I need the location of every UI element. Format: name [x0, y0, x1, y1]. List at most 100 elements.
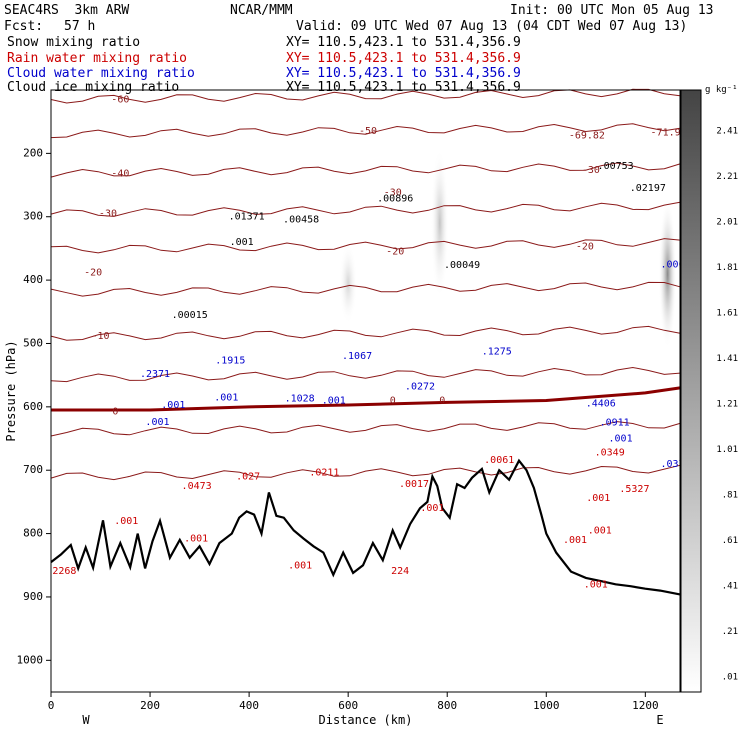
isotherm-line: [50, 464, 681, 481]
field-rain-xy: XY= 110.5,423.1 to 531.4,356.9: [286, 51, 521, 66]
colorbar-label: .41: [722, 582, 738, 592]
colorbar-label: .81: [722, 491, 738, 501]
field-snow-xy: XY= 110.5,423.1 to 531.4,356.9: [286, 35, 521, 50]
isotherm-label: -30: [582, 165, 600, 176]
axes: 0 200 400 600 800 1000 1200 200 300 400 500 600 700 8…: [4, 146, 664, 727]
isotherm-label: 0: [112, 406, 118, 417]
y-tick-label: 600: [23, 400, 43, 413]
isotherm-label: -40: [111, 169, 129, 180]
isotherm-label: -69.82: [569, 131, 605, 142]
colorbar-unit: g kg⁻¹: [705, 85, 738, 95]
isotherm-label: -60: [111, 95, 129, 106]
snow-value-label: .00049: [444, 260, 480, 271]
plot-frame: [50, 89, 681, 693]
snow-value-label: .00896: [377, 193, 413, 204]
rain-value-label: .0349: [595, 447, 625, 458]
isotherm-label: -71.94: [651, 127, 687, 138]
rain-value-label: .0473: [182, 481, 212, 492]
rain-value-label: .001: [184, 534, 208, 545]
colorbar-label: 1.41: [716, 354, 738, 364]
y-tick-label: 400: [23, 273, 43, 286]
field-cloudwater-xy: XY= 110.5,423.1 to 531.4,356.9: [286, 66, 521, 81]
colorbar-label: 1.81: [716, 263, 738, 273]
colorbar-label: 1.21: [716, 400, 738, 410]
y-tick-label: 200: [23, 146, 43, 159]
isotherm-label: 0: [439, 396, 445, 407]
colorbar-label: .21: [722, 627, 738, 637]
x-tick-label: 1200: [632, 699, 659, 712]
colorbar-label: .01: [722, 673, 738, 683]
isotherm-line: [50, 201, 681, 217]
y-tick-label: 700: [23, 463, 43, 476]
x-tick-label: 1000: [533, 699, 560, 712]
model-name: SEAC4RS 3km ARW: [4, 3, 130, 18]
isotherm-label: 0: [390, 396, 396, 407]
isotherm-line: [50, 366, 681, 383]
x-tick-label: 0: [48, 699, 55, 712]
cloud-water-value-label: .001: [214, 392, 238, 403]
colorbar: g kg⁻¹ 2.41 2.21 2.01 1.81 1.61 1.41 1.21 1.01 .8…: [680, 85, 738, 693]
y-tick-label: 800: [23, 527, 43, 540]
forecast-hours: 57 h: [64, 19, 96, 34]
isotherm-label: -20: [576, 242, 594, 253]
field-cloudice-name: Cloud ice mixing ratio: [7, 80, 180, 95]
rain-value-label: .001: [586, 493, 610, 504]
snow-value-label: .00458: [283, 214, 319, 225]
isotherm-label: -20: [84, 268, 102, 279]
cloud-water-value-label: .001: [161, 400, 185, 411]
isotherm-line: [50, 421, 681, 437]
field-cloudice-xy: XY= 110.5,423.1 to 531.4,356.9: [286, 80, 521, 95]
snow-value-label: .00753: [598, 161, 634, 172]
cloud-water-value-label: .000: [661, 259, 685, 270]
cloud-ice-plume-2: [658, 197, 677, 350]
isotherm-label: -30: [99, 209, 117, 220]
rain-value-label: .001: [420, 503, 444, 514]
y-axis-label: Pressure (hPa): [4, 340, 18, 441]
valid-time: Valid: 09 UTC Wed 07 Aug 13 (04 CDT Wed …: [296, 19, 688, 34]
rain-value-label: .0017: [399, 479, 429, 490]
colorbar-label: 1.01: [716, 445, 738, 455]
rain-value-label: .027: [236, 472, 260, 483]
colorbar-label: 2.41: [716, 127, 738, 137]
colorbar-label: 2.01: [716, 218, 738, 228]
snow-value-label: .01371: [229, 212, 265, 223]
cloud-water-value-label: .001: [609, 434, 633, 445]
isotherm-line: [50, 88, 681, 104]
rain-value-label: .5327: [619, 484, 649, 495]
cloud-ice-plume-0: [339, 242, 358, 325]
rain-value-label: .001: [584, 579, 608, 590]
y-tick-label: 300: [23, 210, 43, 223]
colorbar-scale: [680, 89, 702, 693]
cloud-water-value-label: .1067: [342, 351, 372, 362]
isotherm-line: [50, 325, 681, 341]
cloud-water-value-label: .001: [322, 396, 346, 407]
x-axis-label: Distance (km): [319, 713, 413, 727]
snow-value-label: .001: [230, 237, 254, 248]
y-tick-label: 900: [23, 590, 43, 603]
contour-labels: -60 -50 -40 -30 -30 -30 -20 -20 -20 -10 0 0 0 -69.82 -…: [52, 95, 686, 591]
cloud-ice-shading: [339, 147, 677, 350]
cloud-water-value-label: .4406: [586, 399, 616, 410]
temperature-isotherms: [50, 88, 681, 481]
x-tick-label: 600: [338, 699, 358, 712]
isotherm-line: [50, 238, 681, 254]
x-tick-label: 400: [239, 699, 259, 712]
terrain-line: [50, 458, 681, 596]
cloud-water-value-label: .1915: [215, 356, 245, 367]
field-snow-name: Snow mixing ratio: [7, 35, 141, 50]
isotherm-label: -50: [359, 126, 377, 137]
org-name: NCAR/MMM: [230, 3, 293, 18]
rain-value-label: .001: [114, 516, 138, 527]
rain-value-label: .0211: [309, 468, 339, 479]
cloud-water-value-label: .2371: [140, 369, 170, 380]
isotherm-line: [50, 281, 681, 297]
y-tick-label: 500: [23, 336, 43, 349]
isotherm-label: -20: [386, 247, 404, 258]
cloud-water-value-label: .037: [661, 459, 685, 470]
snow-value-label: .02197: [630, 183, 666, 194]
cloud-water-value-label: .1275: [482, 347, 512, 358]
rain-value-label: .0061: [484, 455, 514, 466]
rain-value-label: .001: [288, 560, 312, 571]
snow-value-label: .00015: [172, 310, 208, 321]
